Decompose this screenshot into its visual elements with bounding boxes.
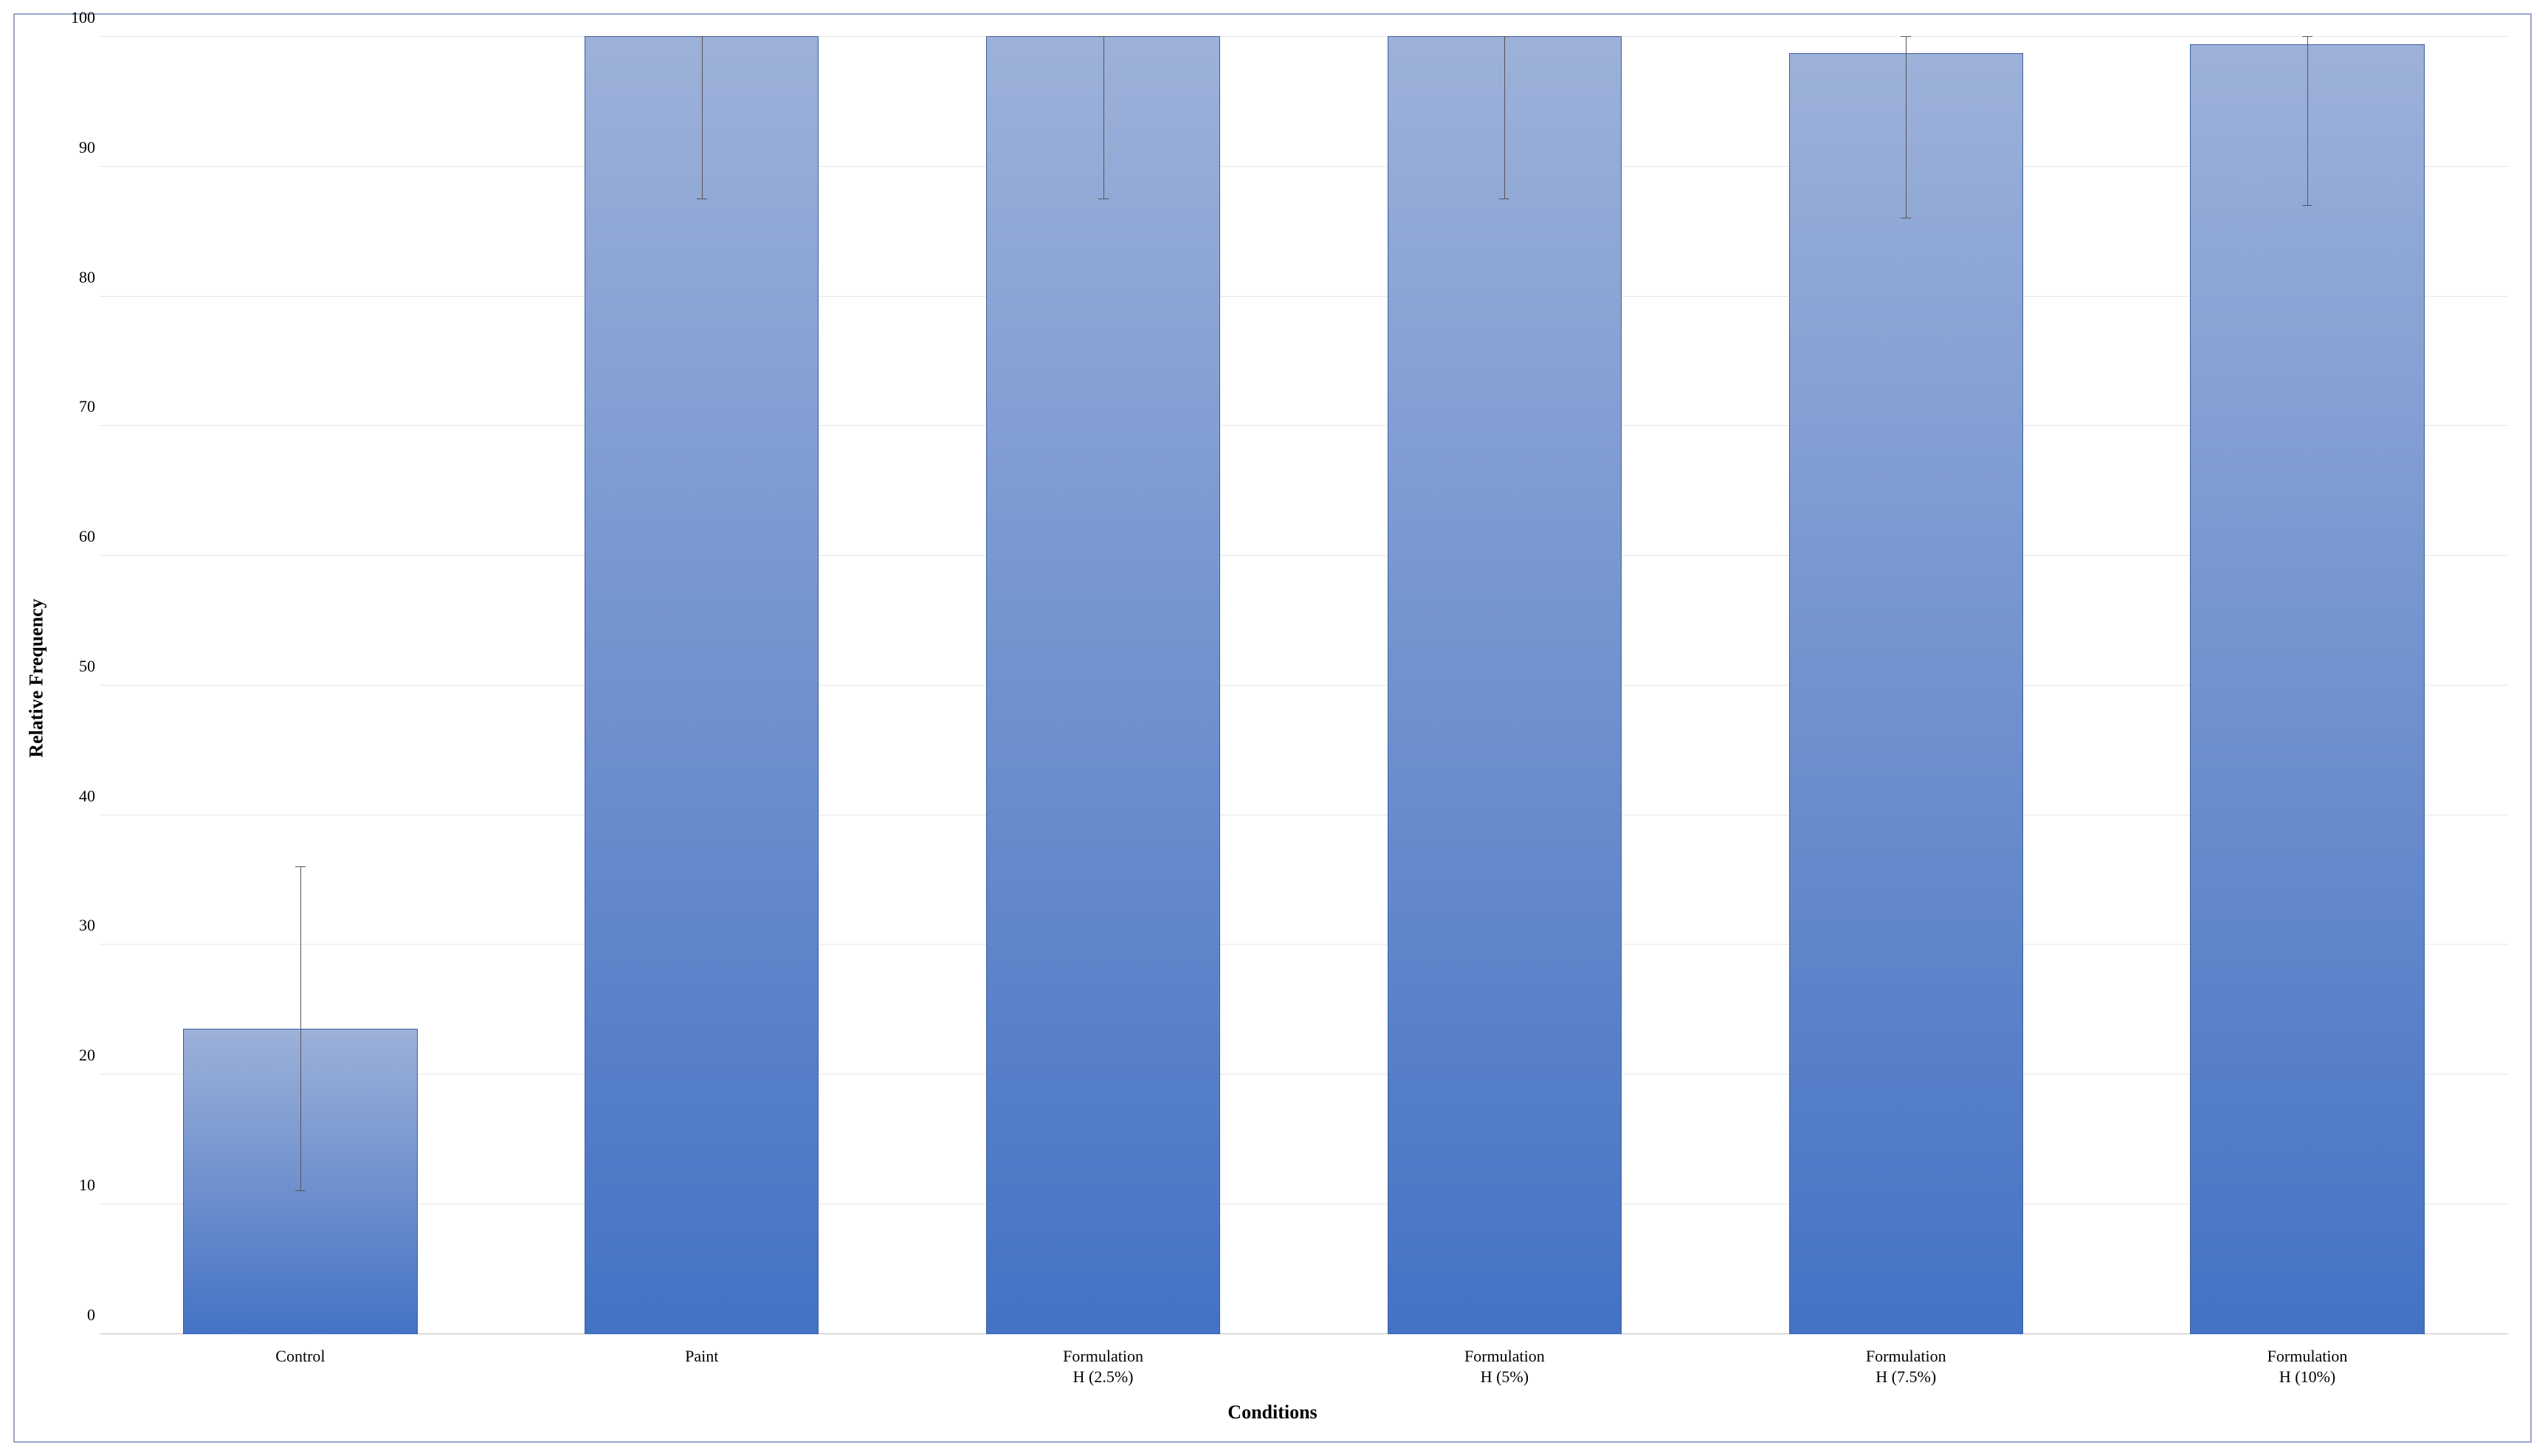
- bar: [2190, 44, 2424, 1334]
- chart-row: Relative Frequency 010203040506070809010…: [15, 15, 2530, 1342]
- x-tick-label: Control: [100, 1346, 501, 1388]
- error-bar-cap-bottom: [2302, 205, 2312, 206]
- x-axis-labels: ControlPaintFormulationH (2.5%)Formulati…: [100, 1342, 2508, 1388]
- bar-slot: [1705, 37, 2107, 1334]
- error-bar: [1103, 37, 1104, 199]
- error-bar: [1504, 37, 1505, 199]
- y-tick-label: 80: [79, 268, 95, 287]
- y-tick-label: 40: [79, 787, 95, 806]
- error-bar-cap-top: [1098, 36, 1109, 37]
- y-tick-label: 90: [79, 138, 95, 157]
- error-bar: [300, 867, 301, 1191]
- error-bar: [2307, 37, 2308, 206]
- chart-frame: Relative Frequency 010203040506070809010…: [13, 13, 2532, 1443]
- error-bar-cap-top: [295, 866, 306, 867]
- y-tick-label: 20: [79, 1046, 95, 1065]
- x-tick-label: Paint: [501, 1346, 903, 1388]
- y-axis-ticks: 0102030405060708090100: [59, 37, 100, 1334]
- x-tick-label: FormulationH (10%): [2107, 1346, 2508, 1388]
- bar: [986, 36, 1220, 1334]
- y-axis-label: Relative Frequency: [26, 598, 48, 757]
- bar-slot: [100, 37, 501, 1334]
- chart-outer: Relative Frequency 0 10 20 30 40 50 60 70 80 90 10…: [0, 0, 2545, 1456]
- y-tick-label: 60: [79, 527, 95, 546]
- bar-slot: [903, 37, 1304, 1334]
- y-tick-label: 30: [79, 916, 95, 935]
- x-tick-label: FormulationH (2.5%): [903, 1346, 1304, 1388]
- y-axis-label-col: Relative Frequency: [15, 15, 59, 1342]
- x-tick-label: FormulationH (7.5%): [1705, 1346, 2107, 1388]
- error-bar-cap-top: [1901, 36, 1911, 37]
- plot-area: [100, 37, 2508, 1334]
- bars-container: [100, 37, 2508, 1334]
- error-bar: [1906, 37, 1907, 218]
- bar-slot: [1304, 37, 1705, 1334]
- y-tick-label: 100: [71, 8, 95, 27]
- error-bar-cap-top: [1499, 36, 1509, 37]
- x-axis-title: Conditions: [15, 1388, 2530, 1441]
- bar: [1789, 53, 2023, 1334]
- error-bar-cap-bottom: [295, 1190, 306, 1191]
- y-tick-label: 70: [79, 397, 95, 416]
- bar: [585, 36, 819, 1334]
- plot-column: [100, 37, 2508, 1334]
- bar-slot: [501, 37, 903, 1334]
- y-tick-label: 50: [79, 657, 95, 676]
- error-bar-cap-top: [697, 36, 707, 37]
- y-tick-label: 10: [79, 1176, 95, 1195]
- error-bar: [702, 37, 703, 199]
- bar-slot: [2107, 37, 2508, 1334]
- error-bar-cap-top: [2302, 36, 2312, 37]
- y-tick-label: 0: [87, 1305, 95, 1325]
- bar: [1388, 36, 1622, 1334]
- x-tick-label: FormulationH (5%): [1304, 1346, 1705, 1388]
